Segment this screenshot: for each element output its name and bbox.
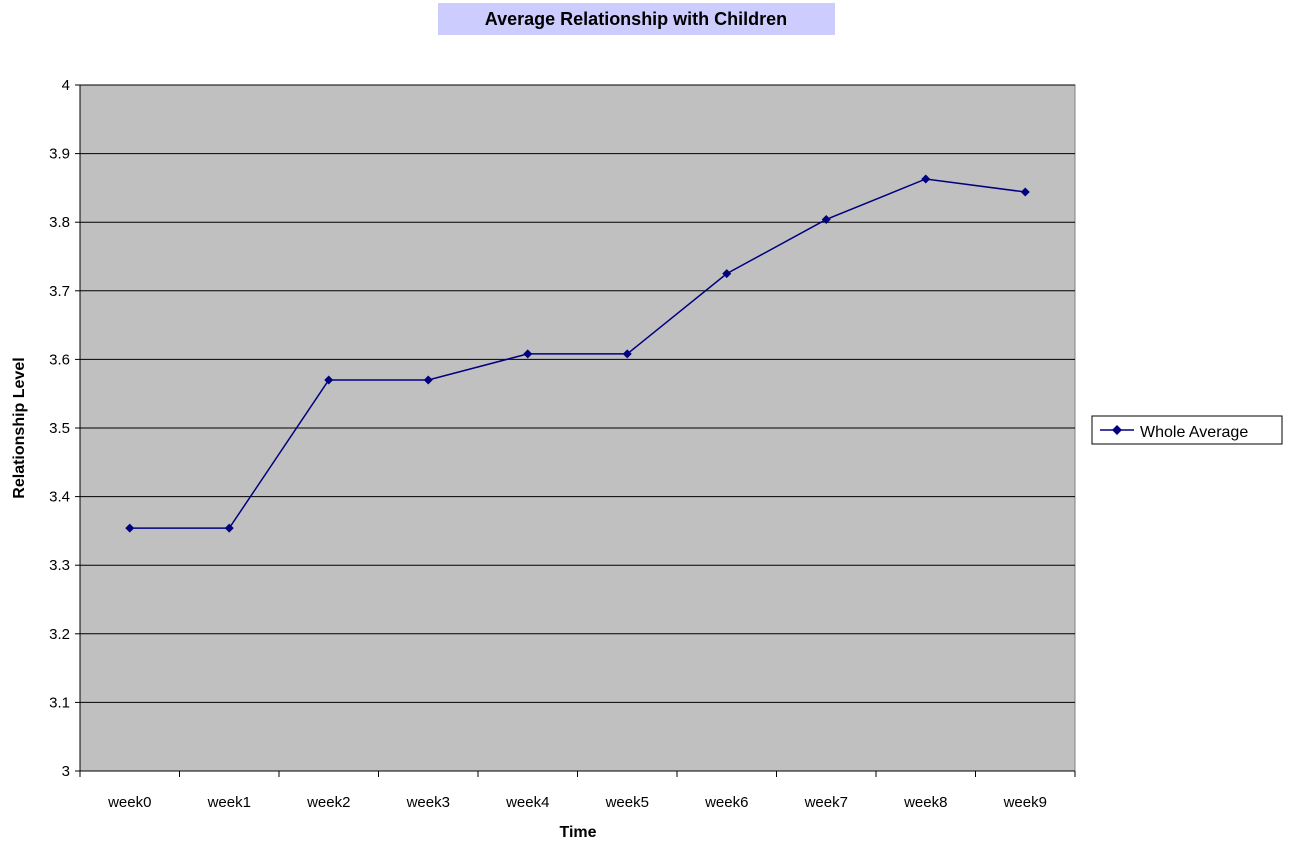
data-point-week1 — [224, 523, 234, 533]
y-tick-label: 3.3 — [49, 557, 70, 574]
x-axis-label: Time — [559, 824, 596, 841]
y-tick-label: 3.2 — [49, 626, 70, 643]
gridlines — [80, 84, 1075, 703]
data-point-week9 — [1020, 187, 1030, 197]
x-tick-label: week4 — [505, 794, 549, 811]
x-tick-label: week7 — [804, 794, 848, 811]
x-tick-label: week9 — [1003, 794, 1047, 811]
y-axis-label: Relationship Level — [11, 357, 28, 498]
y-axis: 3 3.1 3.2 3.3 3.4 3.5 3.6 3.7 3.8 3.9 4 — [49, 77, 81, 780]
legend-label: Whole Average — [1140, 424, 1248, 441]
data-point-week2 — [324, 375, 334, 385]
y-tick-label: 3 — [62, 763, 70, 780]
y-tick-label: 3.7 — [49, 283, 70, 300]
chart-title-background — [438, 3, 835, 35]
y-tick-label: 3.9 — [49, 146, 70, 163]
data-point-week0 — [125, 523, 135, 533]
x-tick-label: week0 — [107, 794, 151, 811]
y-tick-label: 4 — [62, 77, 70, 94]
x-tick-label: week5 — [605, 794, 649, 811]
data-point-week4 — [523, 349, 533, 359]
legend-diamond-icon — [1112, 425, 1122, 435]
y-tick-label: 3.8 — [49, 214, 70, 231]
y-tick-label: 3.1 — [49, 694, 70, 711]
x-tick-label: week6 — [704, 794, 748, 811]
x-axis: week0 week1 week2 week3 week4 week5 week6 week7… — [79, 770, 1076, 811]
series-whole-average — [125, 174, 1030, 533]
y-tick-label: 3.4 — [49, 489, 70, 506]
data-point-week3 — [423, 375, 433, 385]
x-tick-label: week2 — [306, 794, 350, 811]
x-tick-label: week8 — [903, 794, 947, 811]
series-line — [129, 178, 1026, 529]
x-tick-label: week1 — [207, 794, 251, 811]
data-point-week5 — [622, 349, 632, 359]
data-point-week6 — [722, 269, 732, 279]
data-point-week7 — [821, 214, 831, 224]
chart-title: Average Relationship with Children — [485, 9, 787, 29]
y-tick-label: 3.5 — [49, 420, 70, 437]
x-tick-label: week3 — [406, 794, 450, 811]
y-tick-label: 3.6 — [49, 351, 70, 368]
data-point-week8 — [921, 174, 931, 184]
legend: Whole Average — [1091, 415, 1283, 445]
